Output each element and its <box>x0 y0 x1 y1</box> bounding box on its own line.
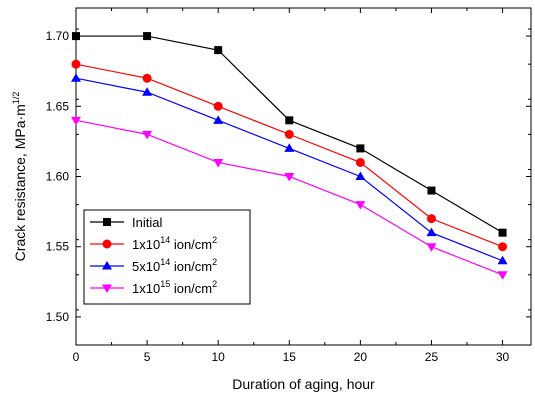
data-point <box>214 46 223 55</box>
y-axis: 1.50 1.55 1.60 1.65 1.70 <box>46 28 531 324</box>
y-tick-label: 1.50 <box>46 310 70 324</box>
data-point <box>355 157 365 167</box>
y-axis-title-superscript: 1/2 <box>11 92 21 105</box>
data-point <box>497 255 508 265</box>
data-point <box>284 143 295 152</box>
legend-marker <box>102 284 112 293</box>
legend-item: Initial <box>90 215 162 230</box>
series-3 <box>71 73 508 265</box>
y-tick-label: 1.70 <box>46 29 70 43</box>
x-tick-label: 25 <box>425 350 439 364</box>
data-point <box>213 101 223 111</box>
data-point <box>285 116 294 125</box>
data-point <box>71 59 81 69</box>
legend-item: 1x1014 ion/cm2 <box>90 235 217 252</box>
data-point <box>498 228 507 237</box>
data-point <box>71 116 81 126</box>
legend-label: 1x1014 ion/cm2 <box>132 235 217 252</box>
x-tick-label: 20 <box>354 350 368 364</box>
data-point <box>427 186 436 195</box>
data-point <box>143 32 152 41</box>
legend-label: 1x1015 ion/cm2 <box>132 279 217 296</box>
x-tick-label: 15 <box>283 350 297 364</box>
x-tick-label: 0 <box>73 350 80 364</box>
y-tick-label: 1.60 <box>46 170 70 184</box>
series-1 <box>72 32 507 237</box>
x-axis-title: Duration of aging, hour <box>232 376 375 392</box>
data-point <box>213 115 224 124</box>
data-point <box>355 201 366 210</box>
legend-marker <box>102 239 112 249</box>
y-axis-title: Crack resistance, MPa·m1/2 <box>11 92 28 262</box>
legend: Initial 1x1014 ion/cm2 5x1014 ion/cm2 1x101… <box>83 209 251 305</box>
data-point <box>497 271 508 280</box>
data-point <box>426 214 436 224</box>
series-2 <box>71 59 508 252</box>
data-point <box>142 87 153 96</box>
data-point <box>356 144 365 153</box>
legend-item: 1x1015 ion/cm2 <box>90 279 217 296</box>
series-layer <box>71 32 508 280</box>
data-point <box>498 242 508 252</box>
legend-marker <box>103 218 111 226</box>
x-axis: 0 5 10 15 20 25 30 <box>73 8 510 364</box>
legend-label: Initial <box>132 215 162 230</box>
x-tick-label: 10 <box>212 350 226 364</box>
data-point <box>284 129 294 139</box>
legend-marker <box>102 261 112 270</box>
data-point <box>426 227 437 237</box>
y-tick-label: 1.55 <box>46 240 70 254</box>
x-tick-label: 5 <box>144 350 151 364</box>
legend-item: 5x1014 ion/cm2 <box>90 257 217 274</box>
x-tick-label: 30 <box>496 350 510 364</box>
y-axis-title-main: Crack resistance, MPa·m <box>12 104 28 261</box>
y-tick-label: 1.65 <box>46 99 70 113</box>
data-point <box>355 171 366 180</box>
data-point <box>71 73 81 82</box>
data-point <box>72 32 80 41</box>
data-point <box>142 130 153 140</box>
data-point <box>284 173 295 182</box>
data-point <box>142 73 152 83</box>
data-point <box>426 243 437 252</box>
legend-label: 5x1014 ion/cm2 <box>132 257 217 274</box>
series-4 <box>71 116 508 280</box>
data-point <box>213 158 224 168</box>
